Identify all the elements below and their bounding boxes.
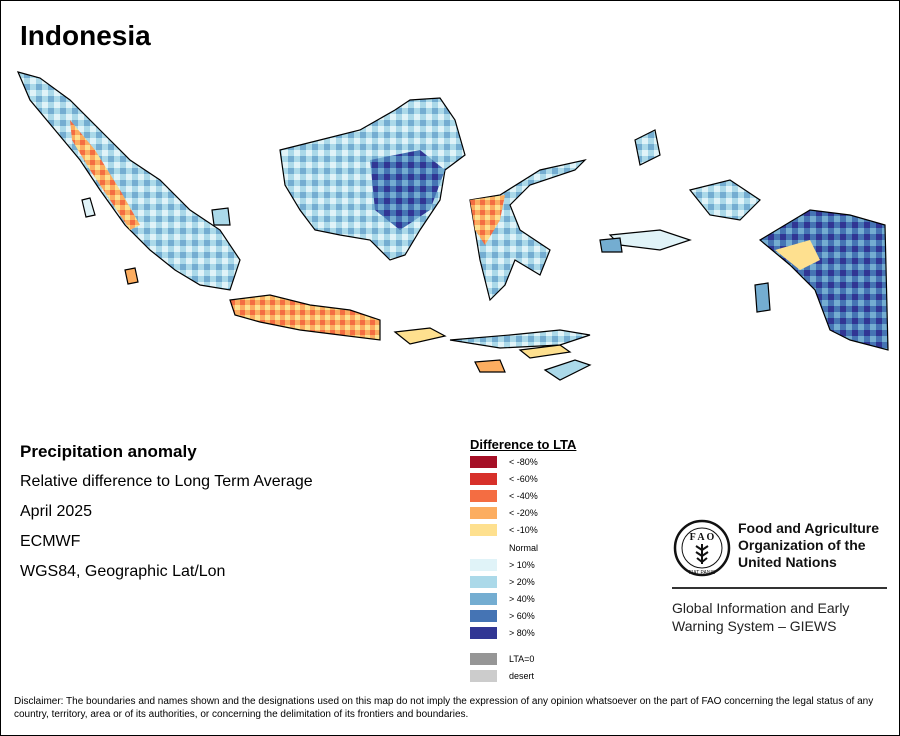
- legend-swatch: [470, 473, 497, 485]
- legend-label: < -40%: [509, 491, 538, 501]
- info-projection: WGS84, Geographic Lat/Lon: [20, 563, 226, 580]
- legend-swatch: [470, 653, 497, 665]
- map-info: Precipitation anomaly Relative differenc…: [20, 441, 313, 591]
- legend-rows: < -80% < -60% < -40% < -20% < -10% Normal > 10…: [470, 456, 576, 682]
- legend-item: < -60%: [470, 473, 590, 485]
- legend-item: Normal: [470, 542, 590, 554]
- buru: [599, 237, 623, 253]
- papua: [758, 209, 889, 351]
- java: [229, 294, 381, 341]
- sumatra-dry-belt: [70, 120, 140, 230]
- legend-item: > 20%: [470, 576, 590, 588]
- legend-item: > 60%: [470, 610, 590, 622]
- papua-dry-coast: [775, 240, 820, 270]
- sulawesi-dry-arm: [470, 195, 505, 245]
- legend-item: desert: [470, 670, 590, 682]
- legend-label: > 10%: [509, 560, 535, 570]
- fao-divider: [672, 587, 887, 589]
- sulawesi: [469, 158, 587, 302]
- fao-logo-letters: F A O: [690, 532, 715, 543]
- nusa-tenggara: [449, 329, 591, 349]
- legend-label: > 60%: [509, 611, 535, 621]
- legend-label: Normal: [509, 543, 539, 553]
- legend-swatch: [470, 559, 497, 571]
- bangka: [211, 207, 231, 226]
- legend-item: LTA=0: [470, 653, 590, 665]
- legend-swatch: [470, 507, 497, 519]
- info-heading: Precipitation anomaly: [20, 442, 197, 461]
- legend-item: < -10%: [470, 524, 590, 536]
- info-period: April 2025: [20, 503, 93, 520]
- map-title: Indonesia: [20, 20, 151, 51]
- legend-label: > 80%: [509, 628, 535, 638]
- mentawai: [124, 267, 139, 285]
- borneo-wet-core: [370, 150, 445, 230]
- legend-label: LTA=0: [509, 654, 535, 664]
- legend-swatch: [470, 593, 497, 605]
- legend: Difference to LTA < -80% < -60% < -40% < -2…: [470, 437, 577, 682]
- info-source: ECMWF: [20, 533, 81, 550]
- legend-swatch: [470, 576, 497, 588]
- sumatra: [16, 71, 241, 291]
- legend-item: > 10%: [470, 559, 590, 571]
- fao-logo: F A O FIAT PANIS: [673, 519, 731, 577]
- legend-swatch: [470, 610, 497, 622]
- legend-label: desert: [509, 671, 535, 681]
- halmahera: [634, 129, 661, 166]
- legend-item: < -20%: [470, 507, 590, 519]
- legend-swatch: [470, 670, 497, 682]
- fao-name: Food and Agriculture Organization of the…: [738, 520, 880, 570]
- nias: [81, 197, 96, 218]
- legend-label: < -20%: [509, 508, 538, 518]
- info-subtitle: Relative difference to Long Term Average: [20, 473, 313, 490]
- fao-logo-motto: FIAT PANIS: [689, 570, 716, 576]
- legend-swatch: [470, 490, 497, 502]
- legend-item: < -40%: [470, 490, 590, 502]
- legend-item: > 80%: [470, 627, 590, 639]
- giews-name: Global Information and Early Warning Sys…: [672, 600, 850, 634]
- papua-head: [688, 179, 761, 221]
- legend-swatch: [470, 456, 497, 468]
- legend-item: > 40%: [470, 593, 590, 605]
- timor: [543, 359, 592, 381]
- aru: [754, 282, 771, 313]
- indonesia-map: [16, 71, 889, 381]
- legend-label: < -80%: [509, 457, 538, 467]
- legend-label: < -60%: [509, 474, 538, 484]
- legend-item: < -80%: [470, 456, 590, 468]
- legend-title: Difference to LTA: [470, 437, 577, 452]
- legend-label: > 40%: [509, 594, 535, 604]
- sumba: [474, 359, 506, 373]
- bali-lombok: [393, 327, 447, 345]
- legend-label: < -10%: [509, 525, 538, 535]
- legend-swatch: [470, 524, 497, 536]
- disclaimer: Disclaimer: The boundaries and names sho…: [14, 696, 874, 720]
- legend-swatch: [470, 627, 497, 639]
- legend-label: > 20%: [509, 577, 535, 587]
- seram: [608, 229, 692, 251]
- flores: [518, 344, 572, 359]
